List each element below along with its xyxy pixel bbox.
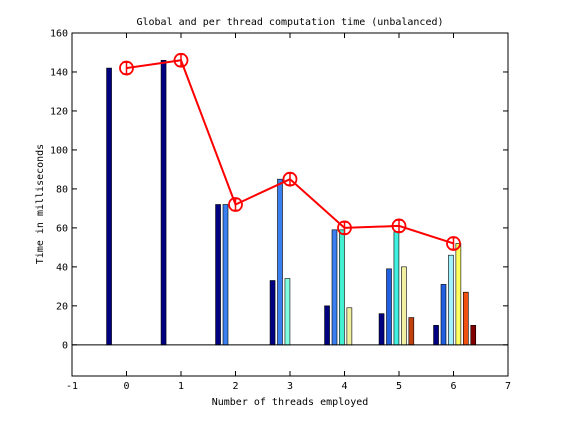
x-axis-label: Number of threads employed — [212, 397, 369, 408]
bar — [440, 284, 447, 346]
bar — [386, 268, 392, 346]
bar — [339, 229, 345, 346]
bar — [448, 254, 454, 346]
bar — [215, 204, 221, 346]
y-tick-label: 60 — [56, 223, 68, 234]
bar — [277, 178, 283, 346]
bar — [393, 231, 400, 346]
bar — [106, 67, 112, 346]
bar — [433, 325, 439, 346]
bar — [463, 291, 469, 346]
x-tick-label: -1 — [66, 381, 78, 392]
bar — [269, 280, 276, 346]
y-tick-label: 80 — [56, 184, 68, 195]
y-tick-label: 0 — [62, 340, 68, 351]
y-axis-ticks: 0 20 40 60 80 100 120 140 160 — [50, 29, 508, 351]
y-tick-label: 40 — [56, 262, 68, 273]
bar — [324, 305, 330, 346]
x-tick-label: 3 — [287, 381, 293, 392]
x-tick-label: 2 — [232, 381, 238, 392]
x-tick-label: 0 — [123, 381, 129, 392]
bar — [222, 204, 229, 346]
x-tick-label: 5 — [396, 381, 402, 392]
y-tick-label: 20 — [56, 301, 68, 312]
x-tick-label: 1 — [178, 381, 184, 392]
bar — [408, 317, 415, 346]
bar — [284, 278, 291, 346]
x-tick-label: 6 — [450, 381, 456, 392]
x-tick-label: 7 — [505, 381, 511, 392]
y-tick-label: 140 — [50, 67, 68, 78]
y-axis-label: Time in milliseconds — [35, 144, 46, 264]
chart-title: Global and per thread computation time (… — [136, 17, 443, 28]
bar — [378, 313, 385, 346]
bar — [331, 229, 338, 346]
y-tick-label: 100 — [50, 145, 68, 156]
y-tick-label: 120 — [50, 106, 68, 117]
bar — [470, 325, 477, 346]
y-tick-label: 160 — [50, 29, 68, 40]
x-tick-label: 4 — [341, 381, 347, 392]
line-series-layer — [119, 52, 461, 251]
bar — [455, 243, 462, 346]
bar — [346, 307, 353, 346]
bar — [160, 59, 167, 346]
x-axis-ticks: -1 0 1 2 3 4 5 6 7 — [66, 33, 511, 392]
bar — [401, 266, 407, 346]
